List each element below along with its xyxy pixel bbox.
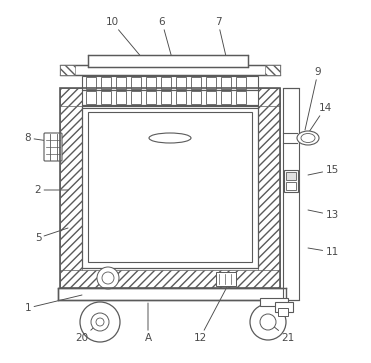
- Circle shape: [102, 272, 114, 284]
- Bar: [86, 77, 96, 89]
- Bar: [116, 77, 126, 89]
- Bar: [206, 91, 216, 104]
- Bar: [82, 90, 258, 105]
- Ellipse shape: [149, 133, 191, 143]
- Text: 9: 9: [305, 67, 321, 130]
- Bar: [116, 91, 126, 104]
- Circle shape: [250, 304, 286, 340]
- Bar: [278, 308, 288, 316]
- Bar: [60, 270, 280, 288]
- Circle shape: [91, 313, 109, 331]
- Text: 15: 15: [308, 165, 339, 175]
- Bar: [131, 77, 141, 89]
- Bar: [161, 77, 171, 89]
- Text: 6: 6: [159, 17, 178, 80]
- Bar: [176, 91, 186, 104]
- Text: 11: 11: [308, 247, 339, 257]
- Text: 13: 13: [308, 210, 339, 220]
- Bar: [58, 288, 286, 300]
- Text: 14: 14: [305, 103, 332, 138]
- Ellipse shape: [297, 131, 319, 145]
- Circle shape: [96, 318, 104, 326]
- Bar: [284, 170, 298, 192]
- Bar: [286, 182, 296, 190]
- Bar: [221, 91, 231, 104]
- Text: 7: 7: [215, 17, 228, 65]
- Bar: [258, 88, 280, 288]
- FancyBboxPatch shape: [44, 133, 62, 161]
- Bar: [236, 77, 246, 89]
- Circle shape: [80, 302, 120, 342]
- Bar: [131, 91, 141, 104]
- Text: 10: 10: [105, 17, 148, 65]
- Ellipse shape: [301, 134, 315, 143]
- Bar: [286, 172, 296, 180]
- Bar: [146, 91, 156, 104]
- Bar: [101, 91, 111, 104]
- Bar: [275, 302, 293, 312]
- Text: 5: 5: [35, 228, 68, 243]
- Text: 12: 12: [193, 285, 228, 343]
- Bar: [82, 76, 258, 90]
- Bar: [191, 91, 201, 104]
- Bar: [161, 91, 171, 104]
- Circle shape: [260, 314, 276, 330]
- Bar: [86, 91, 96, 104]
- Text: 2: 2: [35, 185, 68, 195]
- Text: 8: 8: [25, 133, 62, 143]
- Text: 1: 1: [25, 295, 82, 313]
- Bar: [176, 77, 186, 89]
- Circle shape: [97, 267, 119, 289]
- Bar: [221, 77, 231, 89]
- Bar: [236, 91, 246, 104]
- Bar: [206, 77, 216, 89]
- Bar: [191, 77, 201, 89]
- Bar: [216, 272, 236, 286]
- Bar: [260, 298, 288, 306]
- Bar: [60, 65, 280, 75]
- Bar: [88, 55, 248, 67]
- Bar: [82, 106, 258, 268]
- Text: A: A: [144, 303, 152, 343]
- Bar: [60, 88, 82, 288]
- Bar: [146, 77, 156, 89]
- Bar: [60, 65, 75, 75]
- Bar: [60, 88, 280, 106]
- Bar: [88, 112, 252, 262]
- Text: 21: 21: [268, 322, 295, 343]
- Text: 20: 20: [75, 322, 100, 343]
- Bar: [60, 88, 280, 288]
- Bar: [265, 65, 280, 75]
- Bar: [101, 77, 111, 89]
- Bar: [283, 88, 299, 300]
